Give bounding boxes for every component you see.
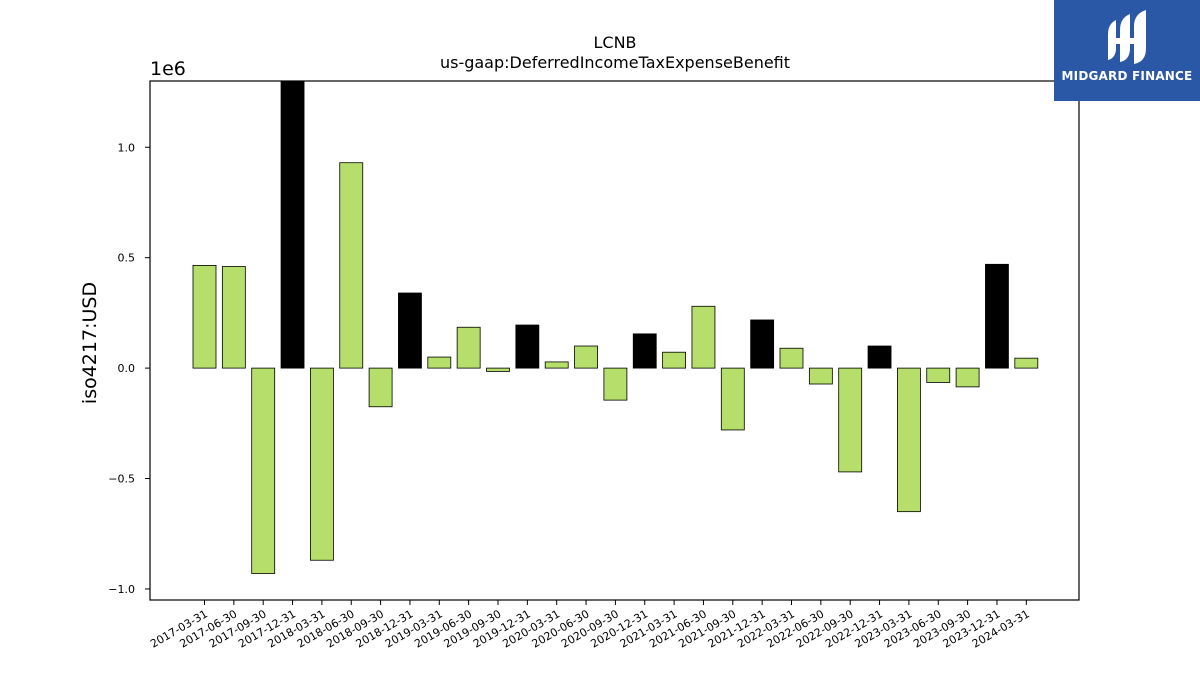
brand-logo: MIDGARD FINANCE bbox=[1054, 0, 1200, 101]
bar-2020-06-30 bbox=[574, 345, 598, 369]
bar-2022-09-30 bbox=[838, 367, 863, 473]
bar-2021-03-31 bbox=[662, 351, 686, 369]
bar-2018-12-31 bbox=[398, 292, 422, 369]
y-tick-label: 1.0 bbox=[118, 141, 136, 154]
bar-2019-09-30 bbox=[486, 367, 510, 372]
y-tick-label: −0.5 bbox=[108, 473, 135, 486]
bar-2023-03-31 bbox=[897, 367, 921, 513]
y-tick-label: 0.0 bbox=[118, 362, 136, 375]
plot-frame bbox=[149, 80, 1080, 601]
bar-2024-03-31 bbox=[1014, 357, 1039, 369]
bar-2017-09-30 bbox=[251, 367, 276, 574]
bar-2021-06-30 bbox=[691, 305, 716, 369]
bar-2022-03-31 bbox=[779, 347, 804, 369]
bar-2017-03-31 bbox=[192, 265, 217, 369]
chart-title: LCNB bbox=[593, 33, 636, 52]
bar-2022-12-31 bbox=[867, 345, 892, 369]
bar-2017-12-31 bbox=[280, 80, 305, 369]
y-tick-label: 0.5 bbox=[118, 252, 136, 265]
brand-name: MIDGARD FINANCE bbox=[1061, 69, 1193, 83]
bar-2020-03-31 bbox=[544, 361, 569, 369]
bar-2019-12-31 bbox=[515, 324, 540, 369]
midgard-logo-icon bbox=[1108, 10, 1146, 64]
bar-2018-06-30 bbox=[339, 162, 364, 369]
bar-2019-06-30 bbox=[456, 326, 481, 369]
bar-2018-03-31 bbox=[309, 367, 334, 561]
bar-2021-12-31 bbox=[750, 319, 775, 369]
chart-subtitle: us-gaap:DeferredIncomeTaxExpenseBenefit bbox=[440, 53, 790, 72]
bar-2018-09-30 bbox=[368, 367, 393, 408]
bar-2019-03-31 bbox=[427, 356, 452, 369]
y-tick-label: −1.0 bbox=[108, 583, 135, 596]
y-axis-label: iso4217:USD bbox=[79, 282, 101, 404]
bar-2021-09-30 bbox=[720, 367, 745, 431]
bar-2017-06-30 bbox=[221, 266, 246, 369]
bar-2023-06-30 bbox=[926, 367, 951, 383]
bar-2020-12-31 bbox=[632, 333, 657, 369]
bar-2023-09-30 bbox=[955, 367, 980, 388]
bar-2023-12-31 bbox=[985, 263, 1009, 369]
bar-2020-09-30 bbox=[603, 367, 628, 401]
y-scale-label: 1e6 bbox=[150, 58, 186, 80]
bar-2022-06-30 bbox=[808, 367, 833, 385]
